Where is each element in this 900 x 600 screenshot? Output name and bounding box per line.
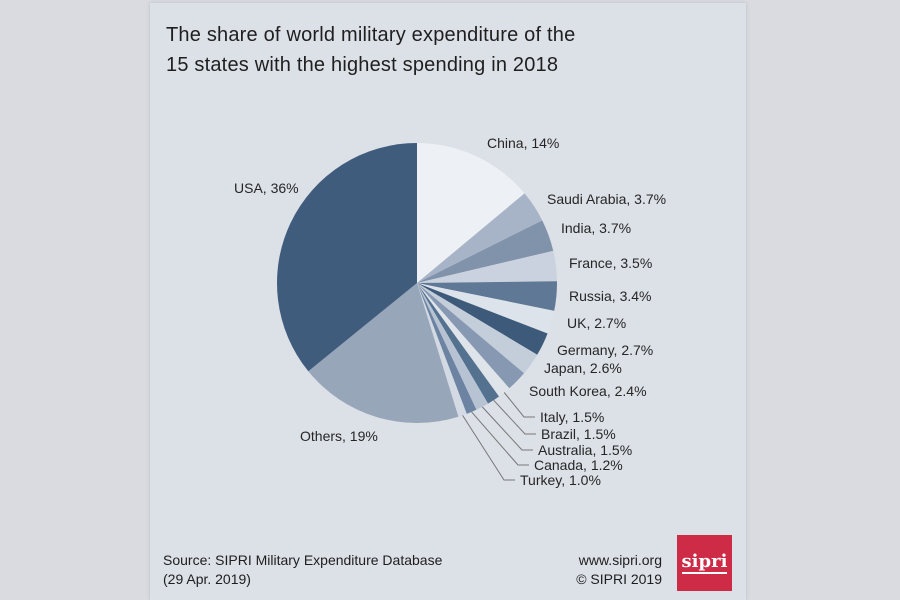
source-line-2: (29 Apr. 2019) (163, 571, 251, 587)
sipri-logo-text: sipri (681, 550, 728, 574)
chart-card (150, 3, 746, 600)
slice-label-turkey: Turkey, 1.0% (520, 472, 601, 488)
slice-label-australia: Australia, 1.5% (538, 442, 633, 458)
slice-label-saudi-arabia: Saudi Arabia, 3.7% (547, 191, 667, 207)
slice-label-brazil: Brazil, 1.5% (541, 426, 616, 442)
slice-label-usa: USA, 36% (234, 180, 299, 196)
slice-label-italy: Italy, 1.5% (540, 409, 605, 425)
slice-label-south-korea: South Korea, 2.4% (529, 383, 647, 399)
copyright-text: © SIPRI 2019 (576, 571, 662, 587)
slice-label-germany: Germany, 2.7% (557, 342, 654, 358)
slice-label-canada: Canada, 1.2% (534, 457, 623, 473)
slice-label-china: China, 14% (487, 135, 560, 151)
slice-label-russia: Russia, 3.4% (569, 288, 652, 304)
slice-label-uk: UK, 2.7% (567, 315, 627, 331)
source-line-1: Source: SIPRI Military Expenditure Datab… (163, 552, 443, 568)
website-url: www.sipri.org (578, 552, 662, 568)
footer-links: www.sipri.org © SIPRI 2019 (576, 551, 662, 589)
source-note: Source: SIPRI Military Expenditure Datab… (163, 551, 442, 589)
slice-label-japan: Japan, 2.6% (544, 360, 622, 376)
slice-label-france: France, 3.5% (569, 255, 653, 271)
title-line-1: The share of world military expenditure … (166, 24, 576, 46)
slice-label-india: India, 3.7% (561, 220, 632, 236)
title-line-2: 15 states with the highest spending in 2… (166, 54, 559, 76)
sipri-logo: sipri (677, 535, 732, 591)
chart-title: The share of world military expenditure … (166, 20, 626, 80)
slice-label-others: Others, 19% (300, 428, 378, 444)
